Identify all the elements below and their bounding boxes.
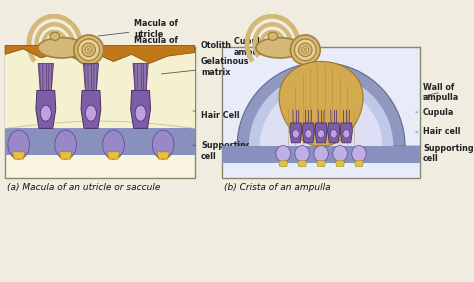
Text: Hair Cell: Hair Cell [193, 111, 240, 120]
Ellipse shape [103, 130, 124, 159]
Ellipse shape [50, 32, 60, 40]
Text: Gelatinous
matrix: Gelatinous matrix [161, 57, 249, 77]
Text: Cupula in
ampulla: Cupula in ampulla [234, 38, 276, 57]
Polygon shape [302, 123, 315, 143]
Ellipse shape [38, 38, 85, 58]
Ellipse shape [302, 47, 309, 53]
Ellipse shape [85, 105, 96, 121]
Ellipse shape [8, 130, 29, 159]
Polygon shape [328, 123, 340, 143]
Text: Macula of
utricle: Macula of utricle [98, 19, 178, 39]
Ellipse shape [152, 130, 174, 159]
Polygon shape [355, 161, 364, 166]
Polygon shape [290, 123, 302, 143]
Polygon shape [249, 74, 393, 146]
Ellipse shape [343, 130, 350, 138]
Ellipse shape [291, 35, 320, 65]
Ellipse shape [55, 130, 76, 159]
FancyBboxPatch shape [222, 146, 420, 163]
Polygon shape [298, 161, 307, 166]
Polygon shape [279, 161, 288, 166]
Polygon shape [83, 63, 99, 91]
Text: Supporting
cell: Supporting cell [416, 144, 474, 163]
Polygon shape [279, 61, 363, 146]
FancyBboxPatch shape [5, 47, 195, 178]
Ellipse shape [40, 105, 51, 121]
Text: (a) Macula of an utricle or saccule: (a) Macula of an utricle or saccule [7, 183, 160, 192]
FancyBboxPatch shape [222, 47, 420, 178]
Text: Supporting
cell: Supporting cell [193, 141, 252, 161]
Ellipse shape [294, 39, 316, 61]
Ellipse shape [74, 35, 104, 65]
FancyBboxPatch shape [5, 47, 195, 128]
Ellipse shape [268, 32, 278, 40]
Ellipse shape [87, 49, 90, 51]
Ellipse shape [292, 130, 299, 138]
Ellipse shape [85, 47, 92, 53]
Text: Wall of
ampulla: Wall of ampulla [423, 83, 459, 102]
Text: Cupula: Cupula [416, 108, 455, 117]
Ellipse shape [314, 146, 328, 162]
Ellipse shape [276, 146, 291, 162]
Ellipse shape [299, 43, 312, 57]
Polygon shape [36, 91, 56, 128]
Ellipse shape [82, 43, 95, 57]
Polygon shape [38, 63, 54, 91]
Polygon shape [5, 45, 195, 63]
Polygon shape [315, 123, 327, 143]
Ellipse shape [318, 130, 325, 138]
Text: (b) Crista of an ampulla: (b) Crista of an ampulla [224, 183, 330, 192]
Polygon shape [131, 91, 151, 128]
Ellipse shape [330, 130, 337, 138]
Ellipse shape [333, 146, 347, 162]
Polygon shape [157, 152, 170, 159]
Ellipse shape [304, 49, 307, 51]
Ellipse shape [78, 39, 100, 61]
Polygon shape [12, 152, 25, 159]
Ellipse shape [305, 130, 312, 138]
FancyBboxPatch shape [5, 128, 195, 155]
Polygon shape [81, 91, 101, 128]
Ellipse shape [135, 105, 146, 121]
Text: Otolith: Otolith [152, 41, 232, 54]
Polygon shape [317, 161, 326, 166]
Polygon shape [59, 152, 72, 159]
Polygon shape [222, 63, 420, 146]
Polygon shape [336, 161, 345, 166]
Ellipse shape [295, 146, 310, 162]
Text: Hair cell: Hair cell [416, 127, 461, 136]
Ellipse shape [256, 38, 303, 58]
Polygon shape [340, 123, 353, 143]
Polygon shape [260, 85, 383, 146]
Ellipse shape [352, 146, 366, 162]
Polygon shape [107, 152, 120, 159]
Text: Macula of
saccule: Macula of saccule [94, 36, 178, 55]
Polygon shape [133, 63, 148, 91]
